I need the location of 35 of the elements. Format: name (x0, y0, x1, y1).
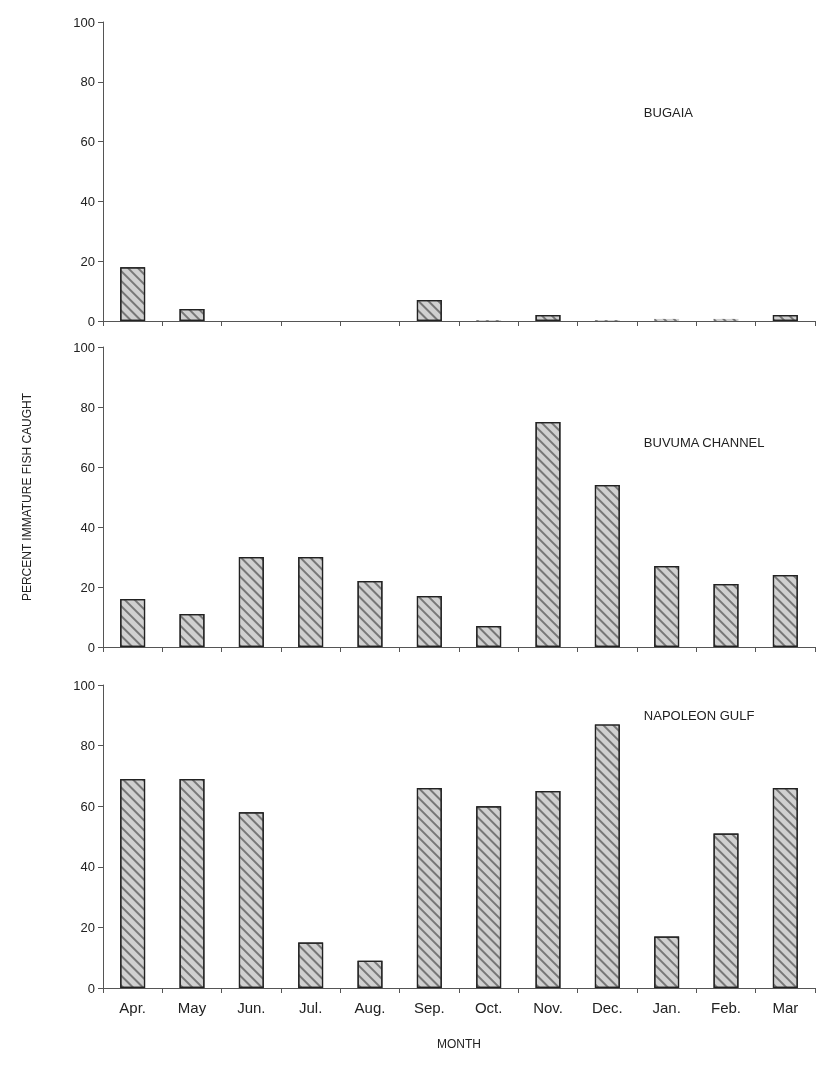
x-tick-label: Mar (772, 999, 799, 1016)
x-axis-title: MONTH (437, 1037, 481, 1051)
x-tick-label: Aug. (354, 999, 386, 1016)
y-tick-label: 80 (80, 74, 95, 90)
y-tick-label: 40 (80, 859, 95, 875)
y-tick-label: 20 (80, 579, 95, 595)
x-tick-label: Apr. (119, 999, 147, 1016)
x-tick-label: Jun. (237, 999, 266, 1016)
x-tick-label: Jul. (298, 999, 323, 1016)
y-axis-title: PERCENT IMMATURE FISH CAUGHT (20, 392, 34, 602)
y-tick-label: 100 (73, 14, 95, 30)
y-tick-label: 100 (73, 677, 95, 693)
x-tick-label: Nov. (533, 999, 563, 1016)
y-tick-label: 60 (80, 798, 95, 814)
text: BUGAIA (643, 104, 694, 120)
y-tick-label: 60 (80, 134, 95, 150)
text: NAPOLEON GULF (643, 708, 755, 724)
x-tick-label: Dec. (591, 999, 623, 1016)
y-tick-label: 20 (80, 253, 95, 269)
y-tick-label: 0 (87, 980, 95, 996)
x-tick-label: Jan. (652, 999, 681, 1016)
y-tick-label: 0 (87, 313, 95, 329)
y-tick-label: 80 (80, 399, 95, 415)
x-tick-label: Feb. (710, 999, 742, 1016)
y-tick-label: 40 (80, 193, 95, 209)
x-tick-label: Sep. (413, 999, 445, 1016)
x-tick-label: May (177, 999, 207, 1016)
text: BUVUMA CHANNEL (643, 435, 765, 450)
y-tick-label: 20 (80, 919, 95, 935)
y-tick-label: 100 (73, 339, 95, 355)
y-tick-label: 60 (80, 459, 95, 475)
y-tick-label: 80 (80, 738, 95, 754)
y-tick-label: 40 (80, 519, 95, 535)
x-tick-label: Oct. (474, 999, 503, 1016)
y-tick-label: 0 (87, 639, 95, 655)
